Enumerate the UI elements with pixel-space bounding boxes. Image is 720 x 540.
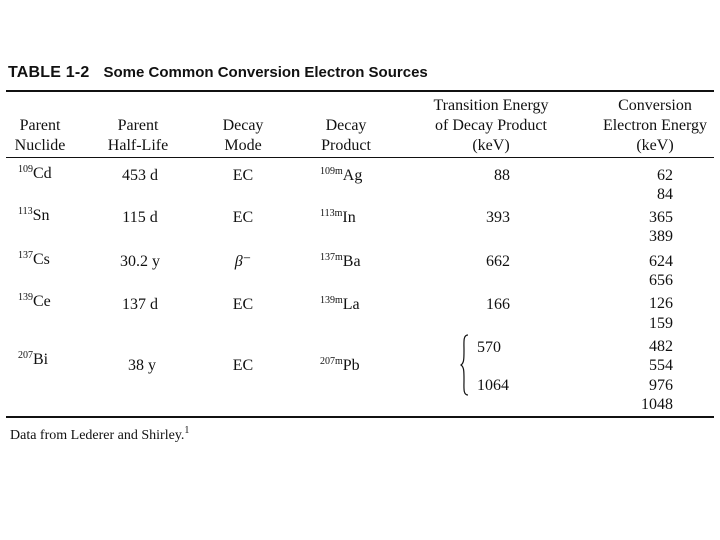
footnote-text: Data from Lederer and Shirley. xyxy=(10,428,185,443)
table-caption: TABLE 1-2 Some Common Conversion Electron… xyxy=(8,64,428,82)
header-conversion-energy: Conversion Electron Energy (keV) xyxy=(603,96,707,156)
mass-number: 109 xyxy=(18,164,33,175)
decay-product-cell: 207mPb xyxy=(320,356,360,376)
transition-energy-cell: 662 xyxy=(486,253,510,270)
parent-nuclide-cell: 109Cd xyxy=(18,164,52,184)
conversion-energy-cell: 389 xyxy=(649,228,673,245)
conversion-energy-cell: 62 xyxy=(657,167,673,184)
transition-energy-cell: 166 xyxy=(486,296,510,313)
decay-product-cell: 137mBa xyxy=(320,252,361,272)
header-line: (keV) xyxy=(472,137,510,154)
header-line: of Decay Product xyxy=(435,117,547,134)
half-life-cell: 137 d xyxy=(122,296,158,313)
element-symbol: In xyxy=(342,209,356,226)
transition-energy-cell: 570 xyxy=(477,339,501,356)
header-line: Parent xyxy=(117,117,159,134)
element-symbol: Pb xyxy=(342,357,360,374)
header-line: Product xyxy=(321,137,371,154)
header-line: Half-Life xyxy=(107,137,169,154)
top-rule xyxy=(6,90,714,92)
conversion-energy-cell: 976 xyxy=(649,377,673,394)
element-symbol: Cs xyxy=(33,251,50,268)
parent-nuclide-cell: 139Ce xyxy=(18,292,51,312)
conversion-energy-cell: 624 xyxy=(649,253,673,270)
half-life-cell: 30.2 y xyxy=(120,253,160,270)
conversion-energy-cell: 159 xyxy=(649,315,673,332)
transition-energy-cell: 393 xyxy=(486,209,510,226)
transition-energy-cell: 1064 xyxy=(477,377,509,394)
header-line: Nuclide xyxy=(14,137,66,154)
decay-mode-cell: EC xyxy=(232,296,254,313)
header-transition-energy: Transition Energy of Decay Product (keV) xyxy=(433,96,548,156)
conversion-energy-cell: 656 xyxy=(649,272,673,289)
conversion-energy-cell: 1048 xyxy=(641,396,673,413)
half-life-cell: 115 d xyxy=(122,209,158,226)
decay-mode-cell: EC xyxy=(232,167,254,184)
header-line: Decay xyxy=(325,117,367,134)
bottom-rule xyxy=(6,416,714,418)
conversion-energy-cell: 84 xyxy=(657,186,673,203)
mass-number: 207m xyxy=(320,356,343,367)
conversion-energy-cell: 365 xyxy=(649,209,673,226)
element-symbol: Ag xyxy=(342,167,363,184)
element-symbol: Bi xyxy=(33,351,49,368)
half-life-cell: 453 d xyxy=(122,167,158,184)
footnote-reference: 1 xyxy=(184,425,190,436)
decay-mode-cell: EC xyxy=(232,357,254,374)
brace-icon xyxy=(460,334,469,396)
parent-nuclide-cell: 207Bi xyxy=(18,350,48,370)
header-line: Transition Energy xyxy=(433,97,549,114)
mass-number: 113 xyxy=(18,206,33,217)
decay-product-cell: 113mIn xyxy=(320,208,356,228)
mass-number: 137m xyxy=(320,252,343,263)
header-rule xyxy=(6,157,714,158)
table-label: TABLE 1-2 xyxy=(8,64,90,81)
header-parent-nuclide: Parent Nuclide xyxy=(15,116,66,156)
header-decay-product: Decay Product xyxy=(321,116,371,156)
decay-product-cell: 139mLa xyxy=(320,295,360,315)
mass-number: 139m xyxy=(320,295,343,306)
mass-number: 137 xyxy=(18,250,33,261)
mass-number: 207 xyxy=(18,350,33,361)
header-half-life: Parent Half-Life xyxy=(108,116,168,156)
mass-number: 109m xyxy=(320,166,343,177)
mass-number: 139 xyxy=(18,292,33,303)
element-symbol: Sn xyxy=(32,207,50,224)
header-line: Parent xyxy=(19,117,61,134)
conversion-energy-cell: 126 xyxy=(649,295,673,312)
parent-nuclide-cell: 113Sn xyxy=(18,206,50,226)
element-symbol: Ba xyxy=(342,253,361,270)
conversion-energy-cell: 554 xyxy=(649,357,673,374)
decay-mode-cell: EC xyxy=(232,209,254,226)
header-line: (keV) xyxy=(636,137,674,154)
element-symbol: Ce xyxy=(33,293,51,310)
header-line: Mode xyxy=(224,137,262,154)
decay-mode-cell: β⁻ xyxy=(234,253,252,270)
table-title: Some Common Conversion Electron Sources xyxy=(103,64,428,81)
header-decay-mode: Decay Mode xyxy=(223,116,264,156)
header-line: Electron Energy xyxy=(602,117,708,134)
conversion-energy-cell: 482 xyxy=(649,338,673,355)
half-life-cell: 38 y xyxy=(128,357,156,374)
parent-nuclide-cell: 137Cs xyxy=(18,250,50,270)
element-symbol: Cd xyxy=(33,165,52,182)
header-line: Decay xyxy=(222,117,264,134)
element-symbol: La xyxy=(342,296,360,313)
mass-number: 113m xyxy=(320,208,343,219)
table-footnote: Data from Lederer and Shirley.1 xyxy=(10,425,190,444)
header-line: Conversion xyxy=(618,97,692,114)
decay-product-cell: 109mAg xyxy=(320,166,362,186)
transition-energy-cell: 88 xyxy=(494,167,510,184)
